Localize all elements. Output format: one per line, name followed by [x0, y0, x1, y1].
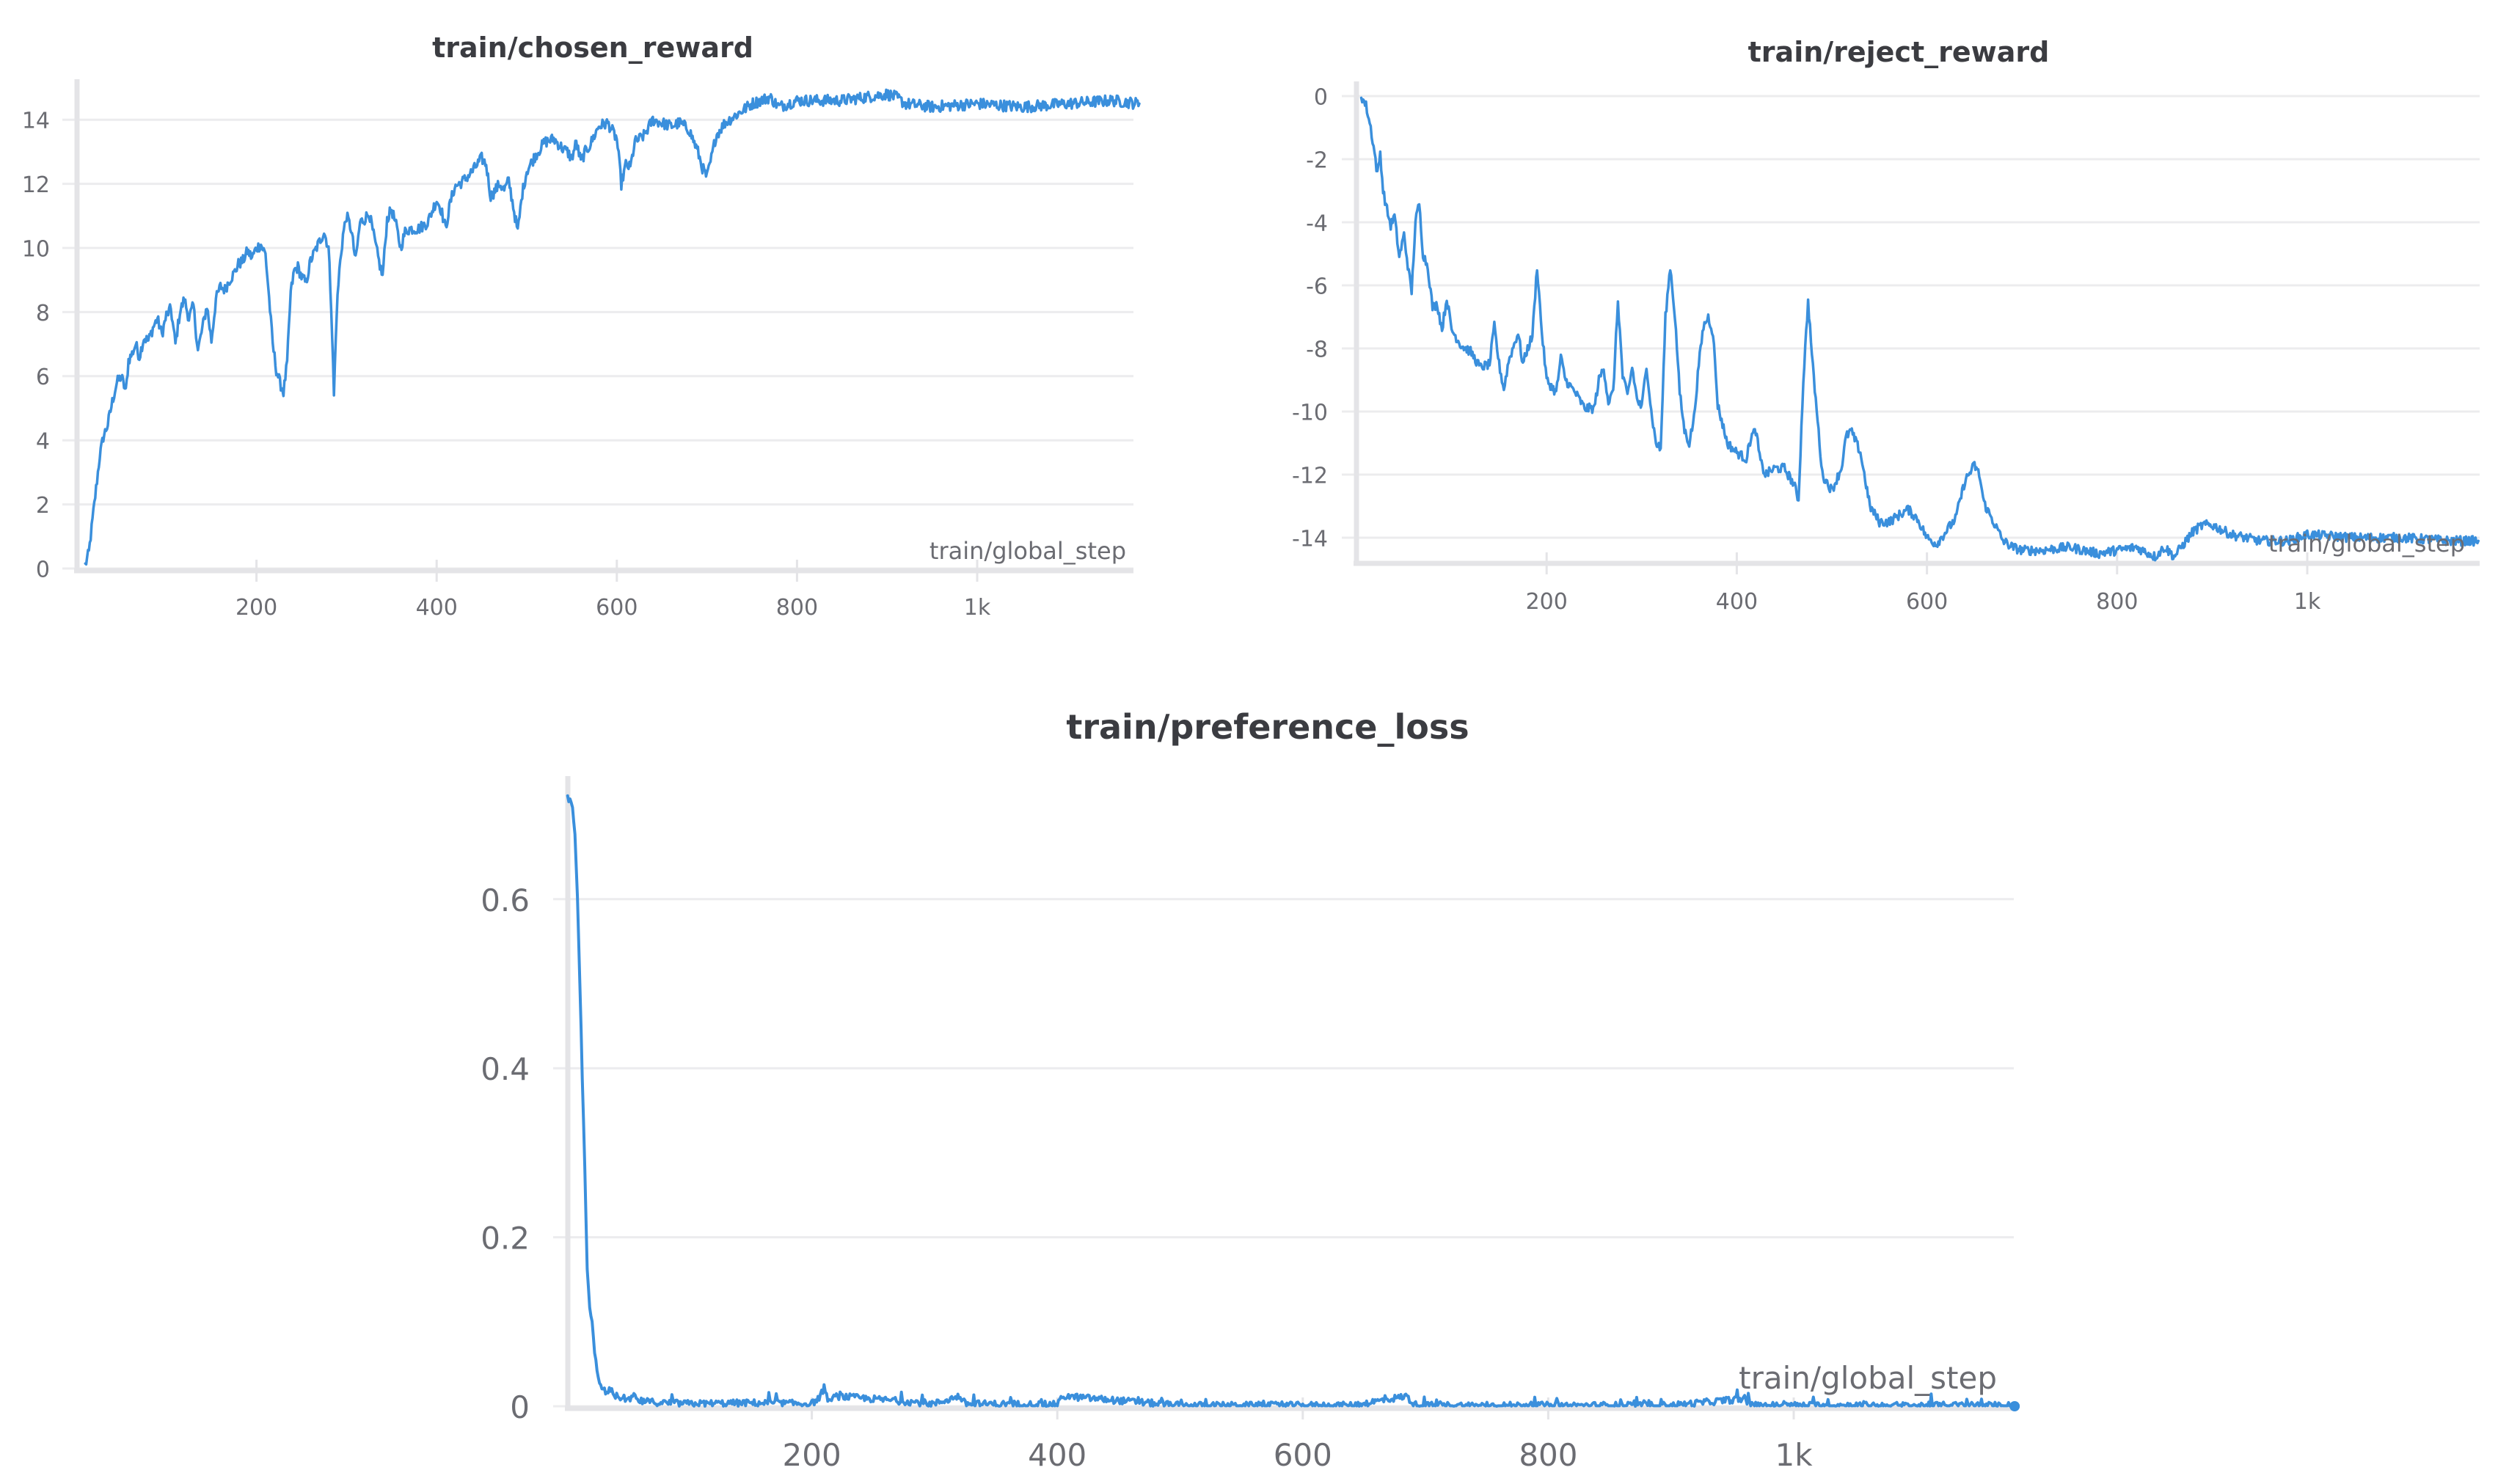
y-gridlines [553, 898, 2014, 1408]
x-tick-label: 1k [964, 595, 991, 621]
series-line[interactable] [1359, 96, 2480, 562]
y-tick-label: 8 [36, 301, 50, 326]
y-tick-label: -8 [1306, 337, 1328, 362]
x-tick-label: 400 [416, 595, 458, 621]
x-tick-label: 200 [1526, 589, 1568, 615]
x-tick-label: 1k [2294, 589, 2321, 615]
x-axis-label: train/global_step [1739, 1360, 1997, 1396]
y-axis-ticks: 0 0.2 0.4 0.6 [481, 882, 530, 1425]
x-tick-label: 600 [1274, 1437, 1332, 1473]
reject-reward-chart: train/reject_reward 200 400 600 800 1k 0 -2 -4… [1292, 36, 2480, 615]
x-tick-label: 200 [783, 1437, 841, 1473]
y-tick-label: 0 [510, 1389, 530, 1425]
x-tick-label: 400 [1028, 1437, 1087, 1473]
y-tick-label: 12 [22, 172, 50, 198]
y-gridlines [1342, 95, 2480, 539]
chart-title: train/preference_loss [1066, 707, 1469, 747]
axes [74, 79, 1133, 574]
y-gridlines [62, 118, 1133, 570]
x-tick-label: 800 [1519, 1437, 1577, 1473]
x-axis-label: train/global_step [930, 537, 1126, 565]
x-tick-label: 1k [1775, 1437, 1813, 1473]
y-tick-label: 6 [36, 365, 50, 390]
x-tick-label: 800 [2096, 589, 2138, 615]
x-axis-label: train/global_step [2268, 530, 2465, 558]
y-tick-label: 14 [22, 109, 50, 134]
series-line[interactable] [84, 88, 1141, 566]
x-tick-label: 200 [235, 595, 277, 621]
preference-loss-chart: train/preference_loss 200 400 600 800 1k 0 0.… [481, 707, 2020, 1473]
y-tick-label: -6 [1306, 274, 1328, 299]
x-axis-ticks: 200 400 600 800 1k [1526, 552, 2321, 615]
y-tick-label: 4 [36, 429, 50, 455]
y-tick-label: 0 [1314, 84, 1328, 110]
chart-title: train/chosen_reward [432, 32, 753, 64]
x-tick-label: 800 [776, 595, 818, 621]
axes [1354, 81, 2480, 566]
y-tick-label: 10 [22, 236, 50, 262]
y-tick-label: 0.4 [481, 1051, 530, 1087]
y-tick-label: 0.2 [481, 1221, 530, 1257]
y-tick-label: -10 [1292, 400, 1328, 425]
y-tick-label: 0.6 [481, 882, 530, 918]
x-axis-ticks: 200 400 600 800 1k [783, 1397, 1813, 1473]
y-tick-label: -2 [1306, 147, 1328, 173]
x-tick-label: 600 [596, 595, 638, 621]
series-line[interactable] [566, 794, 2017, 1408]
x-tick-label: 600 [1906, 589, 1948, 615]
axes [565, 776, 2014, 1411]
y-tick-label: 2 [36, 493, 50, 519]
y-tick-label: -4 [1306, 211, 1328, 236]
x-tick-label: 400 [1716, 589, 1758, 615]
y-tick-label: 0 [36, 557, 50, 582]
y-axis-ticks: 0 -2 -4 -6 -8 -10 -12 -14 [1292, 84, 1328, 552]
y-axis-ticks: 0 2 4 6 8 10 12 14 [22, 109, 50, 583]
chart-title: train/reject_reward [1748, 36, 2050, 68]
y-tick-label: -12 [1292, 463, 1328, 489]
y-tick-label: -14 [1292, 526, 1328, 552]
series-end-marker[interactable] [2009, 1401, 2020, 1411]
chosen-reward-chart: train/chosen_reward 200 400 600 800 1k 0 2 4 6 8… [22, 32, 1141, 621]
